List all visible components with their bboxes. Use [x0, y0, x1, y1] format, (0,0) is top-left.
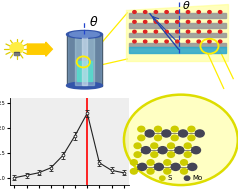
Circle shape	[160, 176, 165, 180]
Circle shape	[197, 40, 200, 43]
Bar	[66, 34, 102, 85]
Circle shape	[154, 126, 161, 132]
Circle shape	[138, 163, 147, 170]
Circle shape	[188, 126, 195, 132]
Circle shape	[208, 11, 211, 13]
Circle shape	[197, 30, 200, 33]
Circle shape	[197, 20, 200, 23]
Circle shape	[144, 30, 147, 33]
Circle shape	[171, 126, 178, 132]
Circle shape	[133, 30, 136, 33]
Text: $\theta$: $\theta$	[89, 15, 98, 29]
Text: $\theta$: $\theta$	[182, 0, 191, 11]
Polygon shape	[126, 4, 228, 61]
Circle shape	[180, 169, 188, 174]
Circle shape	[175, 147, 184, 154]
Bar	[77, 61, 92, 81]
Circle shape	[188, 163, 197, 170]
Circle shape	[144, 40, 147, 43]
Circle shape	[180, 160, 188, 165]
Circle shape	[208, 30, 211, 33]
Circle shape	[197, 11, 200, 13]
Circle shape	[154, 20, 158, 23]
Bar	[75, 37, 94, 84]
Circle shape	[186, 11, 190, 13]
Circle shape	[133, 11, 136, 13]
Circle shape	[188, 135, 195, 141]
Bar	[14, 53, 19, 55]
Circle shape	[218, 40, 222, 43]
Circle shape	[164, 160, 171, 165]
Circle shape	[130, 160, 137, 165]
Bar	[82, 34, 87, 84]
Circle shape	[141, 147, 150, 154]
FancyArrow shape	[27, 42, 52, 56]
Circle shape	[168, 152, 174, 157]
Circle shape	[162, 130, 171, 137]
Circle shape	[138, 126, 145, 132]
Circle shape	[124, 95, 238, 185]
Circle shape	[134, 143, 141, 149]
Circle shape	[176, 20, 179, 23]
Bar	[129, 43, 226, 47]
Circle shape	[184, 152, 191, 157]
Circle shape	[218, 20, 222, 23]
Circle shape	[165, 20, 168, 23]
Circle shape	[138, 135, 145, 141]
Circle shape	[171, 163, 180, 170]
Circle shape	[192, 147, 200, 154]
Ellipse shape	[66, 30, 102, 38]
Bar	[69, 34, 100, 85]
Bar	[129, 13, 226, 18]
Circle shape	[154, 11, 158, 13]
Circle shape	[144, 11, 147, 13]
Circle shape	[218, 30, 222, 33]
Circle shape	[218, 11, 222, 13]
Circle shape	[133, 20, 136, 23]
Circle shape	[176, 40, 179, 43]
Circle shape	[10, 43, 23, 54]
Bar	[129, 23, 226, 28]
Circle shape	[164, 169, 171, 174]
Circle shape	[208, 20, 211, 23]
Ellipse shape	[66, 82, 102, 89]
Circle shape	[171, 135, 178, 141]
Circle shape	[147, 169, 154, 174]
Circle shape	[176, 30, 179, 33]
Circle shape	[134, 152, 141, 157]
Circle shape	[147, 160, 154, 165]
Circle shape	[195, 130, 204, 137]
Circle shape	[158, 147, 167, 154]
Circle shape	[186, 40, 190, 43]
Circle shape	[154, 135, 161, 141]
Circle shape	[133, 40, 136, 43]
Circle shape	[184, 176, 190, 180]
Circle shape	[165, 30, 168, 33]
Circle shape	[208, 40, 211, 43]
Circle shape	[130, 169, 137, 174]
Circle shape	[144, 20, 147, 23]
Bar	[129, 47, 226, 53]
Circle shape	[154, 163, 163, 170]
Circle shape	[151, 143, 158, 149]
Bar	[129, 33, 226, 37]
Ellipse shape	[69, 32, 99, 37]
Circle shape	[184, 143, 191, 149]
Circle shape	[154, 40, 158, 43]
Circle shape	[168, 143, 174, 149]
Circle shape	[165, 40, 168, 43]
Circle shape	[165, 11, 168, 13]
Circle shape	[154, 30, 158, 33]
Circle shape	[186, 20, 190, 23]
Circle shape	[178, 130, 188, 137]
Circle shape	[176, 11, 179, 13]
Circle shape	[145, 130, 154, 137]
Circle shape	[151, 152, 158, 157]
Circle shape	[186, 30, 190, 33]
Text: Mo: Mo	[193, 175, 203, 181]
Text: S: S	[168, 175, 172, 181]
